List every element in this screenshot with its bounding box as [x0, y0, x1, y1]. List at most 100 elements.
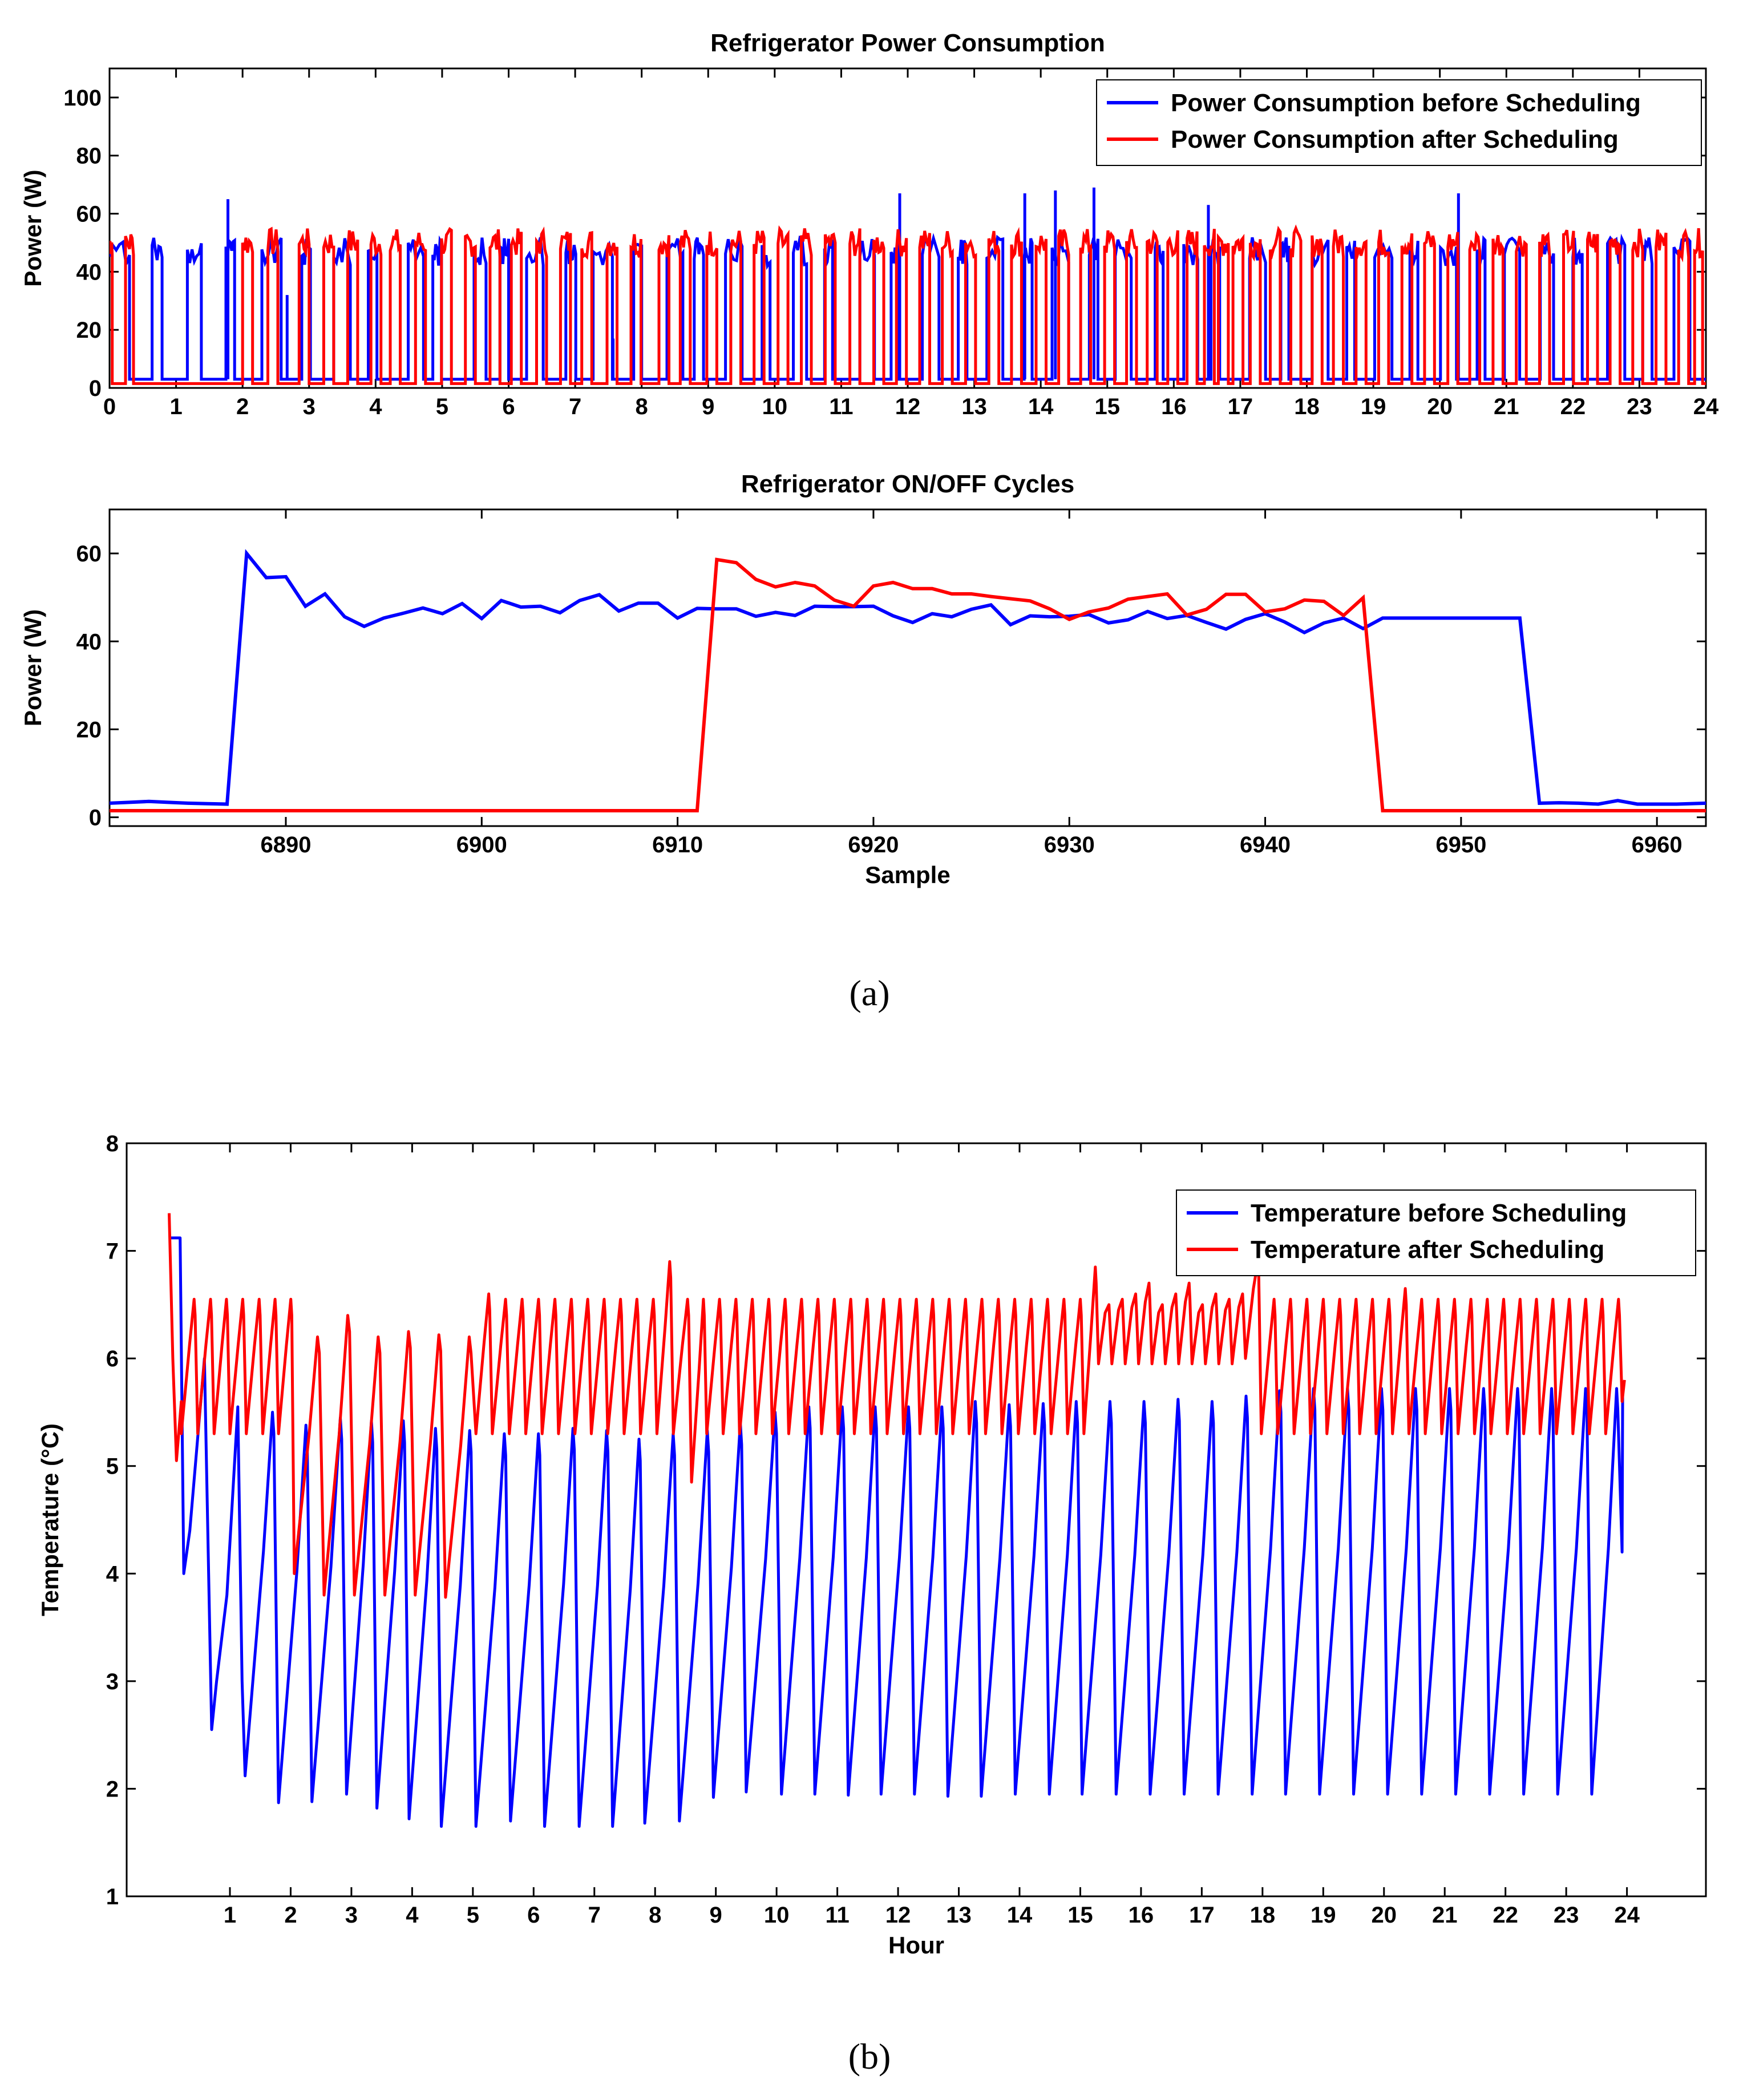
x-tick-label: 12 [895, 394, 921, 419]
y-tick-label: 1 [106, 1884, 119, 1909]
legend: Power Consumption before Scheduling Power… [1096, 79, 1702, 166]
y-tick-label: 5 [106, 1454, 119, 1479]
legend-box [1096, 79, 1702, 166]
x-tick-label: 12 [885, 1903, 911, 1928]
x-tick-label: 5 [467, 1903, 479, 1928]
legend-label: Power Consumption before Scheduling [1171, 89, 1641, 117]
x-tick-label: 10 [762, 394, 788, 419]
chart-title: Refrigerator Power Consumption [710, 29, 1105, 57]
x-tick-label: 18 [1250, 1903, 1276, 1928]
x-tick-label: 5 [436, 394, 448, 419]
x-tick-label: 21 [1494, 394, 1519, 419]
x-tick-label: 17 [1189, 1903, 1215, 1928]
y-axis-label: Power (W) [19, 609, 46, 726]
x-tick-label: 16 [1161, 394, 1187, 419]
x-tick-label: 4 [369, 394, 382, 419]
x-tick-label: 6910 [652, 832, 703, 857]
x-tick-label: 1 [224, 1903, 236, 1928]
caption-a: (a) [849, 973, 889, 1013]
x-tick-label: 15 [1067, 1903, 1093, 1928]
legend-label: Temperature before Scheduling [1251, 1199, 1627, 1227]
x-tick-label: 20 [1372, 1903, 1397, 1928]
x-axis-label: Hour [888, 1932, 944, 1959]
x-tick-label: 6940 [1240, 832, 1291, 857]
x-tick-label: 6890 [260, 832, 311, 857]
series-line-after [110, 557, 1706, 812]
y-tick-label: 20 [76, 318, 102, 343]
series-line-after [110, 224, 1706, 385]
y-tick-label: 2 [106, 1777, 119, 1802]
x-tick-label: 11 [825, 1903, 849, 1928]
y-tick-label: 100 [63, 86, 102, 111]
y-tick-label: 40 [76, 260, 102, 285]
y-tick-label: 80 [76, 144, 102, 169]
x-tick-label: 22 [1493, 1903, 1518, 1928]
x-tick-label: 8 [649, 1903, 661, 1928]
x-tick-label: 7 [569, 394, 581, 419]
x-tick-label: 6930 [1044, 832, 1095, 857]
x-tick-label: 13 [946, 1903, 972, 1928]
x-tick-label: 6 [502, 394, 515, 419]
x-tick-label: 23 [1627, 394, 1652, 419]
y-tick-label: 6 [106, 1346, 119, 1371]
x-tick-label: 14 [1028, 394, 1054, 419]
x-tick-label: 20 [1427, 394, 1453, 419]
x-tick-label: 6920 [848, 832, 899, 857]
y-tick-label: 0 [89, 376, 102, 401]
caption-b: (b) [848, 2036, 891, 2077]
x-tick-label: 24 [1614, 1903, 1640, 1928]
series-line-after [168, 1213, 1626, 1599]
y-axis-label: Power (W) [19, 169, 46, 286]
x-tick-label: 2 [284, 1903, 297, 1928]
x-tick-label: 3 [345, 1903, 358, 1928]
legend-box [1176, 1189, 1696, 1276]
x-tick-label: 3 [303, 394, 316, 419]
x-tick-label: 9 [710, 1903, 722, 1928]
x-tick-label: 21 [1432, 1903, 1458, 1928]
x-tick-label: 2 [236, 394, 249, 419]
y-tick-label: 60 [76, 541, 102, 567]
y-tick-label: 60 [76, 202, 102, 227]
x-tick-label: 1 [169, 394, 182, 419]
series-line-before [110, 233, 1706, 381]
x-tick-label: 23 [1554, 1903, 1579, 1928]
y-tick-label: 8 [106, 1131, 119, 1156]
y-tick-label: 20 [76, 717, 102, 742]
x-tick-label: 15 [1095, 394, 1121, 419]
y-tick-label: 0 [89, 806, 102, 831]
y-tick-label: 40 [76, 629, 102, 654]
x-tick-label: 14 [1007, 1903, 1033, 1928]
x-tick-label: 22 [1560, 394, 1586, 419]
y-tick-label: 7 [106, 1239, 119, 1264]
legend-label: Power Consumption after Scheduling [1171, 126, 1619, 153]
chart-a2: 6890 6900 6910 6920 6930 6940 6950 6960 0 20 40 60 R… [19, 470, 1707, 888]
x-tick-label: 19 [1311, 1903, 1336, 1928]
legend: Temperature before Scheduling Temperature… [1176, 1189, 1696, 1276]
x-tick-label: 16 [1129, 1903, 1154, 1928]
x-tick-label: 24 [1693, 394, 1719, 419]
x-tick-label: 13 [961, 394, 987, 419]
x-tick-label: 7 [588, 1903, 601, 1928]
legend-label: Temperature after Scheduling [1251, 1236, 1604, 1264]
x-tick-label: 4 [406, 1903, 419, 1928]
x-tick-label: 11 [829, 394, 853, 419]
x-tick-label: 19 [1361, 394, 1386, 419]
x-tick-label: 10 [764, 1903, 790, 1928]
x-tick-label: 0 [103, 394, 116, 419]
x-tick-label: 6 [527, 1903, 540, 1928]
x-tick-label: 17 [1228, 394, 1253, 419]
y-tick-label: 4 [106, 1561, 119, 1587]
series-line-before [110, 549, 1706, 806]
series-line-before [169, 1236, 1624, 1828]
x-tick-label: 8 [636, 394, 648, 419]
x-tick-label: 6900 [456, 832, 507, 857]
x-tick-label: 18 [1294, 394, 1320, 419]
x-tick-label: 6960 [1632, 832, 1683, 857]
x-axis-label: Sample [865, 861, 950, 888]
x-tick-label: 9 [702, 394, 714, 419]
y-tick-label: 3 [106, 1669, 119, 1694]
chart-title: Refrigerator ON/OFF Cycles [741, 470, 1074, 498]
y-axis-label: Temperature (°C) [37, 1423, 63, 1616]
plot-frame [108, 508, 1707, 827]
